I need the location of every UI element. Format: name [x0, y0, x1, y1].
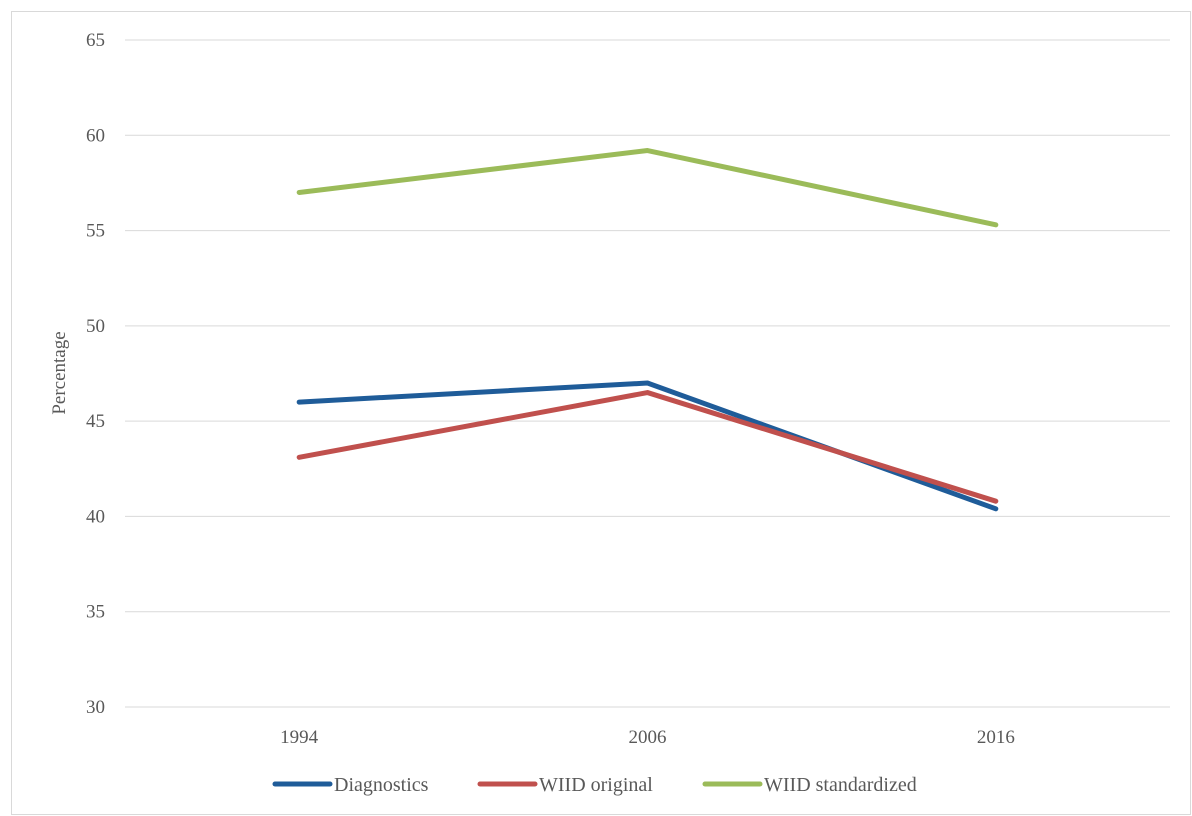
series-line-wiid-standardized [296, 148, 999, 228]
legend-label: WIID standardized [764, 774, 917, 796]
series-line-wiid-original [296, 390, 999, 504]
x-tick-label: 2016 [977, 727, 1015, 748]
y-tick-label: 55 [86, 221, 105, 242]
y-tick-label: 60 [86, 125, 105, 146]
y-tick-label: 40 [86, 506, 105, 527]
x-tick-label: 1994 [280, 727, 319, 748]
y-axis-title: Percentage [49, 331, 70, 414]
legend-label: WIID original [539, 774, 653, 796]
y-tick-label: 45 [86, 411, 105, 432]
y-tick-label: 30 [86, 697, 105, 718]
gridlines [125, 39, 1170, 708]
series-lines [296, 148, 999, 512]
chart-frame [11, 11, 1191, 815]
x-tick-label: 2006 [629, 727, 667, 748]
series-line-diagnostics [296, 380, 999, 512]
y-tick-label: 65 [86, 30, 105, 51]
y-axis-ticks: 30 35 40 45 50 55 60 65 [86, 30, 105, 718]
y-tick-label: 35 [86, 602, 105, 623]
legend: Diagnostics WIID original WIID standardize… [272, 774, 917, 796]
legend-label: Diagnostics [334, 774, 429, 796]
y-tick-label: 50 [86, 316, 105, 337]
x-axis-ticks: 1994 2006 2016 [280, 727, 1015, 748]
